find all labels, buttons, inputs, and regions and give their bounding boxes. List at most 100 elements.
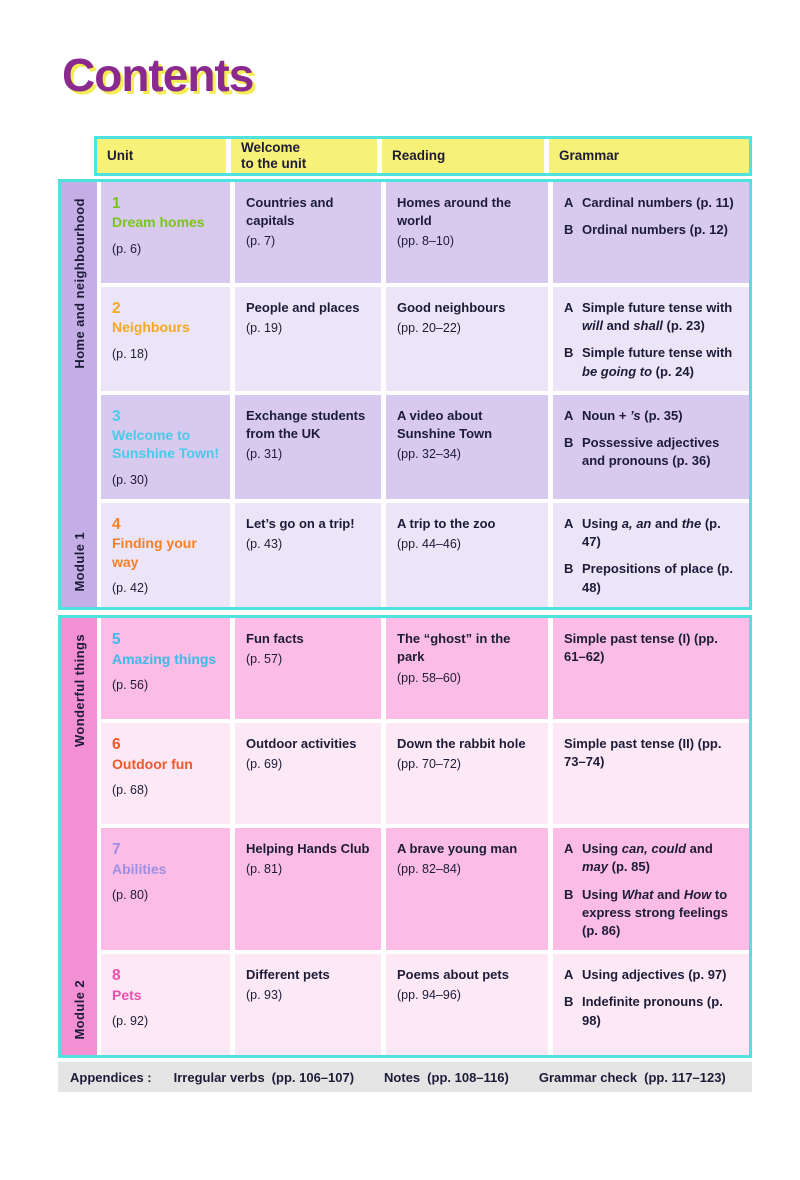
unit-cell: 8 Pets (p. 92) bbox=[101, 954, 230, 1056]
grammar-item: B Prepositions of place (p. 48) bbox=[564, 560, 739, 596]
grammar-text: Possessive adjectives and pronouns (p. 3… bbox=[582, 434, 720, 469]
reading-cell: The “ghost” in the park (pp. 58–60) bbox=[386, 618, 548, 720]
grammar-item: A Noun + ’s (p. 35) bbox=[564, 407, 739, 425]
grammar-item: A Cardinal numbers (p. 11) bbox=[564, 194, 739, 212]
unit-number: 4 bbox=[112, 516, 121, 533]
grammar-cell: A Simple future tense with will and shall… bbox=[553, 287, 749, 391]
grammar-letter: B bbox=[564, 222, 574, 238]
grammar-letter: A bbox=[564, 300, 574, 315]
module-name-label: Module 1 bbox=[71, 531, 87, 592]
welcome-cell: Let’s go on a trip! (p. 43) bbox=[235, 503, 381, 608]
reading-cell: A trip to the zoo (pp. 44–46) bbox=[386, 503, 548, 608]
appendices-label: Appendices : bbox=[70, 1069, 152, 1085]
module-rows: 1 Dream homes (p. 6) Countries and capitals… bbox=[97, 182, 749, 608]
reading-text: Poems about pets bbox=[397, 967, 509, 983]
unit-page: (p. 30) bbox=[112, 472, 149, 487]
appendix-label: Grammar check bbox=[538, 1069, 638, 1085]
unit-page: (p. 42) bbox=[112, 580, 149, 595]
column-header-unit: Unit bbox=[97, 139, 226, 173]
module-block-1: Home and neighbourhood Module 1 1 Dream hom… bbox=[58, 179, 752, 611]
appendix-item: Irregular verbs (pp. 106–107) bbox=[174, 1070, 354, 1085]
reading-cell: A video about Sunshine Town (pp. 32–34) bbox=[386, 394, 548, 499]
unit-title: Welcome to Sunshine Town! bbox=[112, 427, 220, 462]
page-title: Contents bbox=[62, 49, 254, 101]
unit-page: (p. 18) bbox=[112, 346, 149, 361]
welcome-text: Exchange students from the UK bbox=[246, 407, 366, 441]
appendix-item: Notes (pp. 108–116) bbox=[384, 1070, 509, 1085]
unit-cell: 4 Finding your way (p. 42) bbox=[101, 503, 230, 608]
module-block-2: Wonderful things Module 2 5 Amazing things (… bbox=[58, 615, 752, 1059]
appendices-bar: Appendices : Irregular verbs (pp. 106–107… bbox=[58, 1062, 752, 1093]
welcome-page: (p. 57) bbox=[246, 652, 283, 667]
grammar-letter: A bbox=[564, 841, 574, 857]
module-sidebar: Wonderful things Module 2 bbox=[61, 618, 97, 1056]
grammar-text: Simple past tense (II) (pp. 73–74) bbox=[564, 736, 722, 770]
reading-page: (pp. 82–84) bbox=[397, 862, 461, 877]
welcome-cell: People and places (p. 19) bbox=[235, 287, 381, 391]
grammar-cell: A Using adjectives (p. 97) B Indefinite pro… bbox=[553, 954, 749, 1056]
appendix-label: Notes bbox=[384, 1069, 421, 1085]
grammar-text: Cardinal numbers (p. 11) bbox=[582, 195, 734, 210]
grammar-cell: A Using can, could and may (p. 85) B Using … bbox=[553, 828, 749, 951]
reading-page: (pp. 58–60) bbox=[397, 670, 461, 685]
unit-page: (p. 56) bbox=[112, 677, 149, 692]
unit-number: 1 bbox=[112, 195, 121, 212]
reading-page: (pp. 94–96) bbox=[397, 988, 461, 1003]
welcome-cell: Outdoor activities (p. 69) bbox=[235, 723, 381, 825]
grammar-text: Ordinal numbers (p. 12) bbox=[582, 222, 728, 238]
table-header: Unit Welcome to the unit Reading Grammar bbox=[94, 136, 752, 176]
contents-page: Contents Unit Welcome to the unit Reading G… bbox=[0, 48, 800, 1093]
welcome-cell: Different pets (p. 93) bbox=[235, 954, 381, 1056]
reading-cell: A brave young man (pp. 82–84) bbox=[386, 828, 548, 951]
unit-cell: 5 Amazing things (p. 56) bbox=[101, 618, 230, 720]
grammar-text: Using adjectives (p. 97) bbox=[582, 967, 727, 983]
grammar-cell: Simple past tense (I) (pp. 61–62) bbox=[553, 618, 749, 720]
appendix-pages: (pp. 108–116) bbox=[427, 1069, 509, 1085]
reading-page: (pp. 8–10) bbox=[397, 234, 454, 249]
grammar-text: Simple future tense with be going to (p.… bbox=[582, 345, 733, 379]
appendix-item: Grammar check (pp. 117–123) bbox=[539, 1070, 726, 1085]
grammar-item: Simple past tense (II) (pp. 73–74) bbox=[564, 735, 739, 771]
unit-title: Outdoor fun bbox=[112, 755, 193, 772]
reading-text: A video about Sunshine Town bbox=[397, 407, 493, 441]
grammar-letter: B bbox=[564, 994, 574, 1010]
grammar-item: B Simple future tense with be going to (p… bbox=[564, 344, 739, 380]
appendices-items: Irregular verbs (pp. 106–107) Notes (pp. 10… bbox=[174, 1070, 726, 1085]
reading-cell: Homes around the world (pp. 8–10) bbox=[386, 182, 548, 283]
grammar-letter: B bbox=[564, 434, 574, 450]
welcome-text: People and places bbox=[246, 300, 360, 315]
reading-text: Down the rabbit hole bbox=[397, 736, 526, 752]
unit-cell: 7 Abilities (p. 80) bbox=[101, 828, 230, 951]
grammar-letter: B bbox=[564, 345, 574, 361]
welcome-cell: Helping Hands Club (p. 81) bbox=[235, 828, 381, 951]
unit-title: Pets bbox=[112, 986, 142, 1003]
module-sidebar: Home and neighbourhood Module 1 bbox=[61, 182, 97, 608]
grammar-letter: A bbox=[564, 195, 574, 210]
reading-page: (pp. 20–22) bbox=[397, 321, 461, 336]
unit-cell: 1 Dream homes (p. 6) bbox=[101, 182, 230, 283]
contents-table: Unit Welcome to the unit Reading Grammar Ho… bbox=[58, 136, 752, 1093]
unit-title: Abilities bbox=[112, 860, 167, 877]
reading-page: (pp. 44–46) bbox=[397, 537, 461, 552]
unit-title: Neighbours bbox=[112, 319, 190, 336]
grammar-cell: A Noun + ’s (p. 35) B Possessive adjectives… bbox=[553, 394, 749, 499]
grammar-item: A Using adjectives (p. 97) bbox=[564, 966, 739, 984]
unit-cell: 6 Outdoor fun (p. 68) bbox=[101, 723, 230, 825]
reading-text: The “ghost” in the park bbox=[397, 631, 511, 665]
module-rows: 5 Amazing things (p. 56) Fun facts (p. 57) Th… bbox=[97, 618, 749, 1056]
grammar-text: Simple future tense with will and shall … bbox=[582, 300, 733, 334]
module-name-label: Module 2 bbox=[71, 979, 87, 1040]
unit-page: (p. 6) bbox=[112, 241, 142, 256]
grammar-item: Simple past tense (I) (pp. 61–62) bbox=[564, 630, 739, 666]
grammar-text: Prepositions of place (p. 48) bbox=[582, 561, 733, 595]
grammar-letter: B bbox=[564, 561, 574, 577]
unit-number: 2 bbox=[112, 300, 121, 317]
unit-page: (p. 80) bbox=[112, 887, 149, 902]
grammar-letter: A bbox=[564, 967, 574, 983]
module-blocks: Home and neighbourhood Module 1 1 Dream hom… bbox=[58, 179, 752, 1059]
reading-text: A trip to the zoo bbox=[397, 516, 496, 531]
welcome-cell: Countries and capitals (p. 7) bbox=[235, 182, 381, 283]
appendix-label: Irregular verbs bbox=[173, 1069, 265, 1085]
reading-text: Good neighbours bbox=[397, 300, 506, 315]
welcome-page: (p. 7) bbox=[246, 234, 276, 249]
